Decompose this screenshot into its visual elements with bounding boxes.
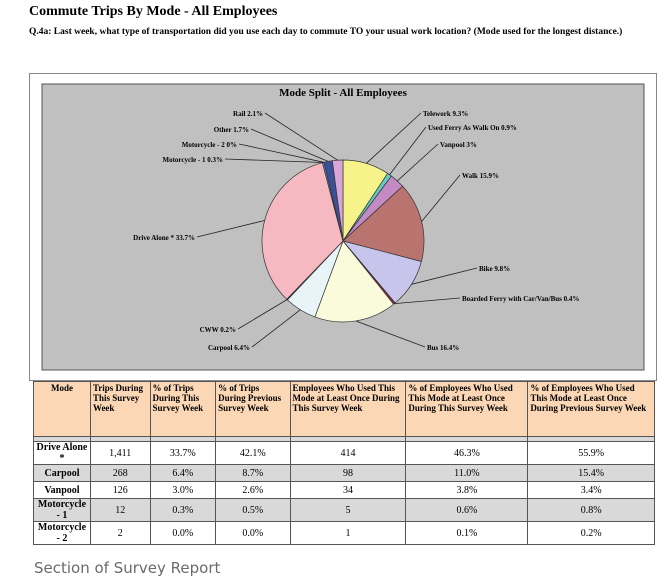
report-title: Commute Trips By Mode - All Employees [29,4,278,19]
slice-label-motorcycle-1-0-3: Motorcycle - 1 0.3% [162,156,223,164]
leader-line-drive-alone-33-7 [196,220,265,238]
table-row: Vanpool 126 3.0% 2.6% 34 3.8% 3.4% [33,481,655,499]
slice-label-drive-alone-33-7: Drive Alone * 33.7% [133,234,195,242]
table-cell: 6.4% [149,464,217,482]
table-cell: 8.7% [215,464,291,482]
table-row: Motorcycle - 1 12 0.3% 0.5% 5 0.6% 0.8% [33,498,655,522]
table-cell: 11.0% [405,464,529,482]
table-cell: 126 [89,481,151,499]
table-cell: 3.4% [527,481,655,499]
table-header-row: Mode Trips During This Survey Week% of Tr… [33,381,655,437]
chart-frame: Mode Split - All Employees Telework 9.3%… [29,73,657,381]
table-row: Carpool 268 6.4% 8.7% 98 11.0% 15.4% [33,464,655,482]
mode-cell: Motorcycle - 2 [33,521,91,545]
table-cell: 414 [289,441,407,465]
table-cell: 0.8% [527,498,655,522]
slice-label-vanpool-3: Vanpool 3% [440,141,477,149]
pie-slice-drive-alone-33-7 [261,162,344,300]
slice-label-boarded-ferry-with-car-van-bus-0-4: Boarded Ferry with Car/Van/Bus 0.4% [462,295,579,303]
slice-label-motorcycle-2-0: Motorcycle - 2 0% [182,141,237,149]
leader-line-cww-0-2 [237,299,288,330]
pie-slice-bus-16-4 [314,240,395,323]
table-cell: 1,411 [89,441,151,465]
table-row: Drive Alone * 1,411 33.7% 42.1% 414 46.3% 55.9… [33,441,655,465]
pie-chart: Mode Split - All Employees Telework 9.3%… [41,83,645,371]
mode-cell: Vanpool [33,481,91,499]
column-header: % of Trips During Previous Survey Week [215,381,291,437]
leader-line-other-1-7 [250,128,329,162]
table-cell: 0.5% [215,498,291,522]
slice-label-cww-0-2: CWW 0.2% [200,326,236,334]
table-cell: 0.6% [405,498,529,522]
leader-line-motorcycle-1-0-3 [224,158,324,163]
mode-cell: Drive Alone * [33,441,91,465]
leader-line-telework-9-3 [366,112,422,164]
table-cell: 0.0% [215,521,291,545]
column-header: % of Trips During This Survey Week [149,381,217,437]
table-row: Motorcycle - 2 2 0.0% 0.0% 1 0.1% 0.2% [33,521,655,545]
mode-cell: Carpool [33,464,91,482]
table-cell: 42.1% [215,441,291,465]
mode-cell: Motorcycle - 1 [33,498,91,522]
slice-label-bike-9-8: Bike 9.8% [479,265,510,273]
column-header: Mode [33,381,91,437]
table-cell: 1 [289,521,407,545]
column-header: Trips During This Survey Week [89,381,151,437]
table-cell: 55.9% [527,441,655,465]
leader-line-bus-16-4 [355,320,426,348]
slice-label-rail-2-1: Rail 2.1% [233,110,263,118]
slice-label-telework-9-3: Telework 9.3% [423,110,468,118]
table-cell: 0.2% [527,521,655,545]
figure-caption: Section of Survey Report [34,559,221,577]
pie-slice-walk-15-9 [342,185,425,262]
leader-line-boarded-ferry-with-car-van-bus-0-4 [394,297,461,304]
table-cell: 12 [89,498,151,522]
leader-line-carpool-6-4 [251,309,301,348]
table-cell: 3.8% [405,481,529,499]
leader-line-bike-9-8 [411,267,478,285]
table-cell: 3.0% [149,481,217,499]
slice-label-other-1-7: Other 1.7% [214,126,249,134]
header-spacer-row [33,436,655,442]
table-cell: 34 [289,481,407,499]
leader-line-motorcycle-2-0 [238,143,324,163]
table-cell: 33.7% [149,441,217,465]
table-cell: 46.3% [405,441,529,465]
table-cell: 98 [289,464,407,482]
table-cell: 2.6% [215,481,291,499]
column-header: Employees Who Used This Mode at Least On… [289,381,407,437]
slice-label-walk-15-9: Walk 15.9% [462,172,499,180]
survey-question: Q.4a: Last week, what type of transporta… [29,27,623,37]
table-cell: 0.0% [149,521,217,545]
table-cell: 5 [289,498,407,522]
mode-table: Mode Trips During This Survey Week% of Tr… [33,381,655,545]
leader-line-rail-2-1 [264,112,338,161]
table-cell: 15.4% [527,464,655,482]
table-cell: 0.1% [405,521,529,545]
leader-line-used-ferry-as-walk-on-0-9 [389,126,427,175]
slice-label-bus-16-4: Bus 16.4% [427,344,459,352]
slice-label-carpool-6-4: Carpool 6.4% [208,344,250,352]
leader-line-walk-15-9 [421,174,461,222]
column-header: % of Employees Who Used This Mode at Lea… [527,381,655,437]
table-cell: 0.3% [149,498,217,522]
column-header: % of Employees Who Used This Mode at Lea… [405,381,529,437]
table-cell: 268 [89,464,151,482]
table-cell: 2 [89,521,151,545]
chart-title: Mode Split - All Employees [279,87,407,99]
slice-label-used-ferry-as-walk-on-0-9: Used Ferry As Walk On 0.9% [428,124,517,132]
leader-line-vanpool-3 [397,143,439,182]
